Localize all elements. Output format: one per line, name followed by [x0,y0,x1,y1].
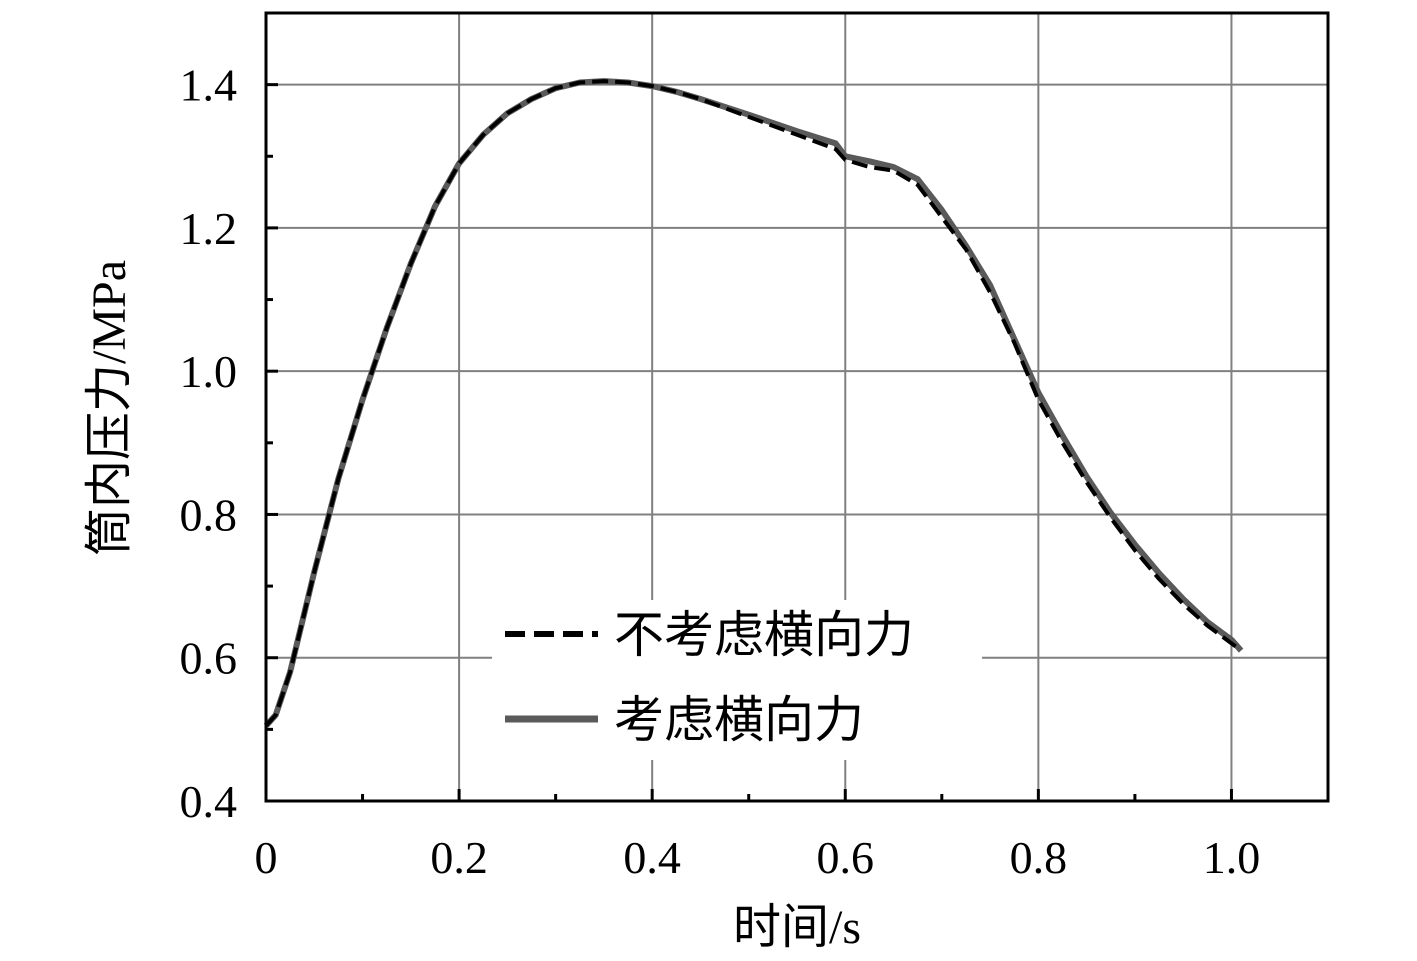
y-tick-label: 0.4 [180,776,238,827]
y-tick-label: 0.8 [180,489,238,540]
x-tick-label: 0 [255,832,278,883]
x-tick-label: 0.6 [817,832,875,883]
legend: 不考虑横向力 考虑横向力 [492,600,982,760]
legend-label-no-lateral-force: 不考虑横向力 [614,606,914,664]
y-axis-title: 筒内压力/MPa [83,260,136,556]
legend-label-with-lateral-force: 考虑横向力 [614,691,864,749]
y-tick-label: 1.0 [180,346,238,397]
x-tick-label: 0.8 [1010,832,1068,883]
legend-background [492,600,982,760]
series-line-0 [264,79,1243,728]
tick-labels: 0 0.2 0.4 0.6 0.8 1.0 0.4 0.6 0.8 1.0 1.2 1.4 [180,60,1261,883]
x-tick-label: 0.2 [430,832,488,883]
y-tick-label: 0.6 [180,633,238,684]
y-tick-label: 1.2 [180,203,238,254]
x-tick-label: 0.4 [623,832,681,883]
y-tick-label: 1.4 [180,60,238,111]
axis-ticks [264,83,1233,803]
x-tick-label: 1.0 [1203,832,1261,883]
plot-frame [264,11,1330,803]
series-layer [263,78,1244,728]
x-axis-title: 时间/s [733,901,861,954]
